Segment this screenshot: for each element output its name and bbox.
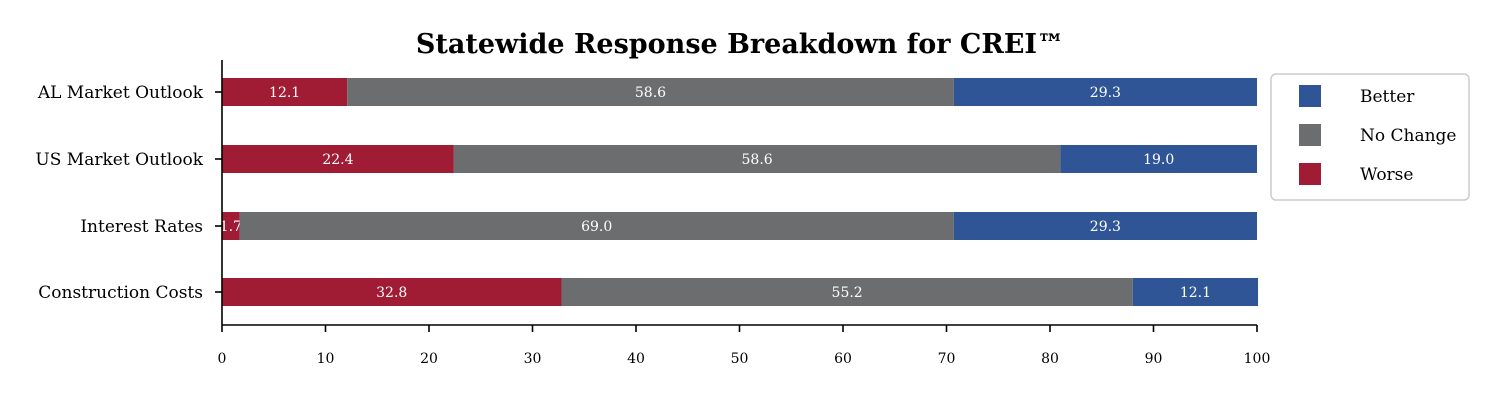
y-tick-label-construction-costs: Construction Costs	[38, 283, 203, 303]
bar-better-construction-costs	[1132, 278, 1259, 306]
x-tick-label-20: 20	[420, 351, 438, 367]
x-tick-label-10: 10	[317, 351, 335, 367]
bar-worse-us-market-outlook	[222, 145, 454, 173]
x-tick-label-90: 90	[1145, 351, 1163, 367]
legend: Better No Change Worse	[1270, 73, 1470, 201]
data-label-no-change-al-market-outlook: 58.6	[635, 85, 666, 101]
x-tick-label-0: 0	[218, 351, 227, 367]
x-tick-label-30: 30	[524, 351, 542, 367]
x-tick-label-100: 100	[1244, 351, 1271, 367]
x-tick-label-70: 70	[938, 351, 956, 367]
x-tick-label-60: 60	[834, 351, 852, 367]
bar-no-change-us-market-outlook	[453, 145, 1061, 173]
x-tick-label-40: 40	[627, 351, 645, 367]
bar-no-change-interest-rates	[239, 212, 954, 240]
y-tick-label-al-market-outlook: AL Market Outlook	[37, 83, 204, 103]
axes-group: AL Market Outlook US Market Outlook Intere…	[35, 60, 1270, 367]
bar-no-change-al-market-outlook	[347, 78, 954, 106]
bar-worse-al-market-outlook	[222, 78, 348, 106]
data-label-no-change-construction-costs: 55.2	[832, 285, 863, 301]
y-tick-label-us-market-outlook: US Market Outlook	[35, 150, 203, 170]
data-label-worse-us-market-outlook: 22.4	[322, 152, 353, 168]
data-label-worse-interest-rates: 1.7	[220, 219, 242, 235]
legend-swatch-no-change	[1299, 124, 1321, 146]
bar-no-change-construction-costs	[561, 278, 1133, 306]
legend-label-worse: Worse	[1360, 165, 1413, 185]
legend-label-no-change: No Change	[1360, 126, 1457, 146]
data-label-better-al-market-outlook: 29.3	[1090, 85, 1121, 101]
data-label-worse-al-market-outlook: 12.1	[269, 85, 300, 101]
data-label-no-change-interest-rates: 69.0	[581, 219, 612, 235]
y-tick-label-interest-rates: Interest Rates	[80, 217, 203, 237]
bar-worse-interest-rates	[222, 212, 240, 240]
data-label-better-us-market-outlook: 19.0	[1143, 152, 1174, 168]
bar-worse-construction-costs	[222, 278, 562, 306]
bar-better-us-market-outlook	[1060, 145, 1257, 173]
legend-label-better: Better	[1360, 87, 1415, 107]
bar-better-al-market-outlook	[953, 78, 1257, 106]
bar-better-interest-rates	[953, 212, 1257, 240]
bars-group: 12.1 58.6 29.3 22.4 58.6 19.0 1.7 69.0 29.3 32.8 5…	[220, 78, 1259, 306]
data-label-better-interest-rates: 29.3	[1090, 219, 1121, 235]
x-tick-label-50: 50	[731, 351, 749, 367]
chart-title: Statewide Response Breakdown for CREI™	[416, 29, 1064, 60]
data-label-better-construction-costs: 12.1	[1180, 285, 1211, 301]
legend-swatch-worse	[1299, 163, 1321, 185]
data-label-no-change-us-market-outlook: 58.6	[742, 152, 773, 168]
data-label-worse-construction-costs: 32.8	[376, 285, 407, 301]
legend-swatch-better	[1299, 85, 1321, 107]
x-tick-label-80: 80	[1041, 351, 1059, 367]
